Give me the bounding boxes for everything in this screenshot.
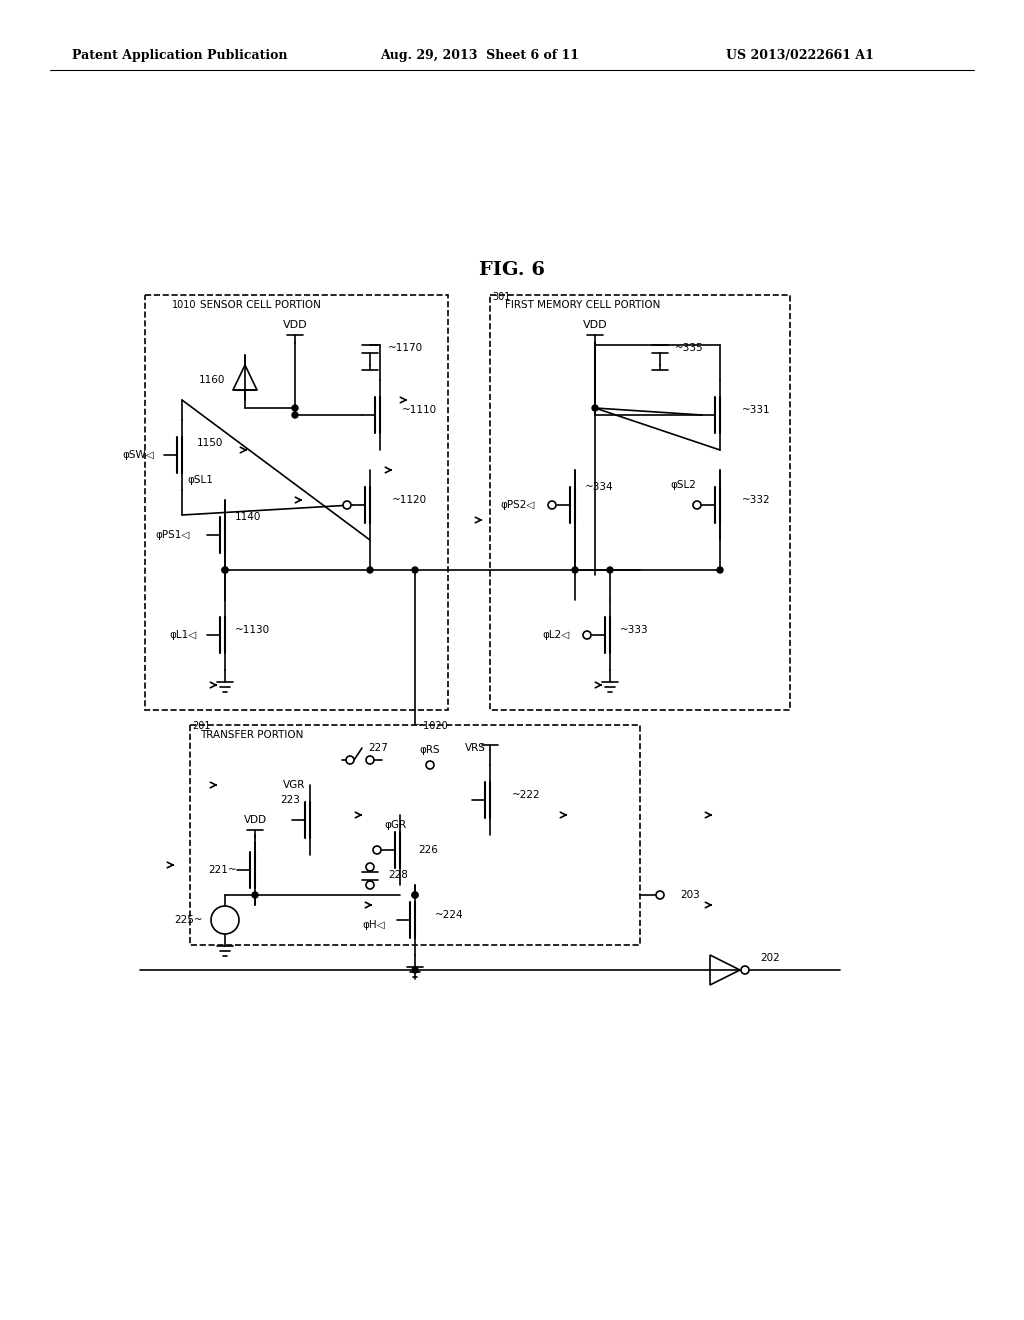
Circle shape <box>426 762 434 770</box>
Text: 202: 202 <box>760 953 779 964</box>
Text: 223: 223 <box>280 795 300 805</box>
Circle shape <box>366 880 374 888</box>
Circle shape <box>222 568 228 573</box>
Circle shape <box>693 502 701 510</box>
Text: 301: 301 <box>492 292 510 302</box>
Circle shape <box>211 906 239 935</box>
Text: ~222: ~222 <box>512 789 541 800</box>
Text: ~334: ~334 <box>585 482 613 492</box>
Circle shape <box>292 412 298 418</box>
Text: 1160: 1160 <box>199 375 225 385</box>
Text: ~224: ~224 <box>435 909 464 920</box>
Text: 203: 203 <box>680 890 699 900</box>
Text: ~333: ~333 <box>620 624 648 635</box>
Text: 1150: 1150 <box>197 438 223 447</box>
Text: ~332: ~332 <box>742 495 771 506</box>
Circle shape <box>292 405 298 411</box>
Text: ~1020: ~1020 <box>415 721 447 731</box>
Text: TRANSFER PORTION: TRANSFER PORTION <box>200 730 303 741</box>
Text: VDD: VDD <box>283 319 307 330</box>
Text: VRS: VRS <box>465 743 485 752</box>
Circle shape <box>583 631 591 639</box>
Circle shape <box>412 892 418 898</box>
Circle shape <box>346 756 354 764</box>
Circle shape <box>412 968 418 973</box>
Text: ~1120: ~1120 <box>392 495 427 506</box>
Text: US 2013/0222661 A1: US 2013/0222661 A1 <box>726 49 873 62</box>
Text: ~1130: ~1130 <box>234 624 270 635</box>
Text: VDD: VDD <box>583 319 607 330</box>
Circle shape <box>717 568 723 573</box>
Text: FIRST MEMORY CELL PORTION: FIRST MEMORY CELL PORTION <box>505 300 660 310</box>
Circle shape <box>252 892 258 898</box>
Text: φSL1: φSL1 <box>187 475 213 484</box>
Circle shape <box>366 756 374 764</box>
Text: 201: 201 <box>193 721 211 731</box>
Circle shape <box>592 405 598 411</box>
Text: 1140: 1140 <box>234 512 261 521</box>
Text: VGR: VGR <box>283 780 305 789</box>
Circle shape <box>367 568 373 573</box>
Circle shape <box>656 891 664 899</box>
Text: ~331: ~331 <box>742 405 771 414</box>
Text: 1010: 1010 <box>172 300 197 310</box>
Text: φRS: φRS <box>420 744 440 755</box>
Text: φPS2◁: φPS2◁ <box>501 500 535 510</box>
Text: ~335: ~335 <box>675 343 703 352</box>
Text: Aug. 29, 2013  Sheet 6 of 11: Aug. 29, 2013 Sheet 6 of 11 <box>381 49 580 62</box>
Text: FIG. 6: FIG. 6 <box>479 261 545 279</box>
Circle shape <box>741 966 749 974</box>
Text: φGR: φGR <box>384 820 407 830</box>
Text: φL2◁: φL2◁ <box>543 630 570 640</box>
Circle shape <box>572 568 578 573</box>
Circle shape <box>373 846 381 854</box>
Circle shape <box>607 568 613 573</box>
Circle shape <box>412 568 418 573</box>
Circle shape <box>343 502 351 510</box>
Text: VDD: VDD <box>244 814 266 825</box>
Text: ~1110: ~1110 <box>402 405 437 414</box>
Text: φSL2: φSL2 <box>670 480 696 490</box>
Text: ~1170: ~1170 <box>388 343 423 352</box>
Text: 226: 226 <box>418 845 438 855</box>
Text: 228: 228 <box>388 870 408 880</box>
Text: φSW◁: φSW◁ <box>122 450 154 459</box>
Text: φH◁: φH◁ <box>362 920 385 931</box>
Text: 227: 227 <box>368 743 388 752</box>
Text: φPS1◁: φPS1◁ <box>156 531 190 540</box>
Text: 225~: 225~ <box>174 915 203 925</box>
Circle shape <box>548 502 556 510</box>
Circle shape <box>366 863 374 871</box>
Text: 221~: 221~ <box>208 865 237 875</box>
Text: SENSOR CELL PORTION: SENSOR CELL PORTION <box>200 300 321 310</box>
Text: Patent Application Publication: Patent Application Publication <box>73 49 288 62</box>
Circle shape <box>412 892 418 898</box>
Text: φL1◁: φL1◁ <box>170 630 197 640</box>
Circle shape <box>222 568 228 573</box>
